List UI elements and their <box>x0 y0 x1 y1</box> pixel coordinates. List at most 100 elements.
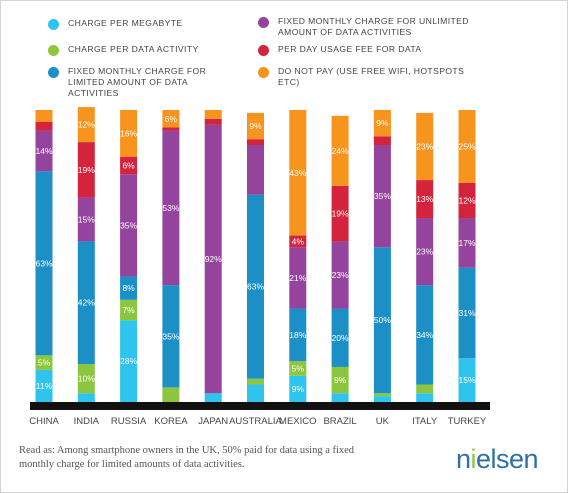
bar-segment-italy-fixed-unlimited <box>416 218 434 286</box>
data-label: 21% <box>289 273 306 283</box>
bar-segment-mexico-charge-per-data-activity <box>289 361 307 376</box>
x-tick-label: BRAZIL <box>323 416 356 427</box>
x-tick-label: AUSTRALIA <box>229 416 282 427</box>
bar-segment-turkey-fixed-unlimited <box>458 218 476 268</box>
bar-segment-italy-charge-per-megabyte <box>416 393 434 402</box>
data-label: 23% <box>332 270 349 280</box>
data-label: 18% <box>289 330 306 340</box>
bar-segment-uk-fixed-unlimited <box>373 145 391 248</box>
legend-swatch <box>258 17 269 28</box>
data-label: 11% <box>36 381 53 391</box>
bar-segment-korea-per-day-fee <box>162 127 180 131</box>
bar-segment-china-do-not-pay <box>35 110 53 122</box>
bar-segment-china-fixed-unlimited <box>35 130 53 172</box>
legend-swatch <box>258 45 269 56</box>
bar-segment-italy-charge-per-data-activity <box>416 384 434 394</box>
bar-segment-australia-charge-per-megabyte <box>247 384 264 402</box>
data-label: 43% <box>289 168 306 178</box>
bar-segment-brazil-per-day-fee <box>331 185 349 242</box>
bar-segment-australia-per-day-fee <box>247 139 264 146</box>
bar-segment-russia-fixed-unlimited <box>120 174 138 277</box>
data-label: 23% <box>416 142 433 152</box>
bar-segment-uk-per-day-fee <box>373 136 391 146</box>
bar-segment-brazil-fixed-unlimited <box>331 241 349 309</box>
data-label: 25% <box>458 142 475 152</box>
legend-item-fixed-limited: FIXED MONTHLY CHARGE FOR LIMITED AMOUNT … <box>48 66 223 99</box>
legend-swatch <box>48 19 59 30</box>
bar-segment-russia-charge-per-data-activity <box>120 299 138 321</box>
bar-segment-russia-charge-per-megabyte <box>120 320 138 402</box>
bar-segment-china-charge-per-megabyte <box>35 369 53 402</box>
bar-segment-uk-charge-per-data-activity <box>373 393 391 397</box>
legend-swatch <box>258 67 269 78</box>
data-label: 92% <box>205 254 222 264</box>
bar-segment-india-do-not-pay <box>77 107 95 143</box>
data-label: 19% <box>78 165 95 175</box>
bar-segment-italy-fixed-limited <box>416 285 434 385</box>
data-label: 5% <box>38 358 51 368</box>
bar-segment-mexico-fixed-unlimited <box>289 247 307 309</box>
bar-segment-brazil-charge-per-megabyte <box>331 393 349 402</box>
data-label: 50% <box>374 315 391 325</box>
data-label: 35% <box>120 220 137 230</box>
data-label: 34% <box>416 330 433 340</box>
bar-segment-uk-do-not-pay <box>373 110 391 137</box>
x-tick-label: CHINA <box>29 416 59 427</box>
bar-segment-australia-fixed-unlimited <box>247 145 264 195</box>
x-tick-label: INDIA <box>74 416 100 427</box>
bar-segment-turkey-per-day-fee <box>458 183 476 219</box>
bar-segment-korea-charge-per-data-activity <box>162 387 180 402</box>
bar-segment-brazil-do-not-pay <box>331 115 349 186</box>
bar-segment-italy-per-day-fee <box>416 180 434 219</box>
bar-segment-australia-charge-per-data-activity <box>247 378 264 385</box>
data-label: 5% <box>292 363 305 373</box>
data-label: 7% <box>122 305 135 315</box>
bar-segment-turkey-do-not-pay <box>458 110 476 183</box>
bar-segment-turkey-charge-per-megabyte <box>458 358 476 402</box>
legend-item-do-not-pay: DO NOT PAY (USE FREE WIFI, HOTSPOTS ETC) <box>258 66 473 88</box>
bar-segment-uk-fixed-limited <box>373 247 391 394</box>
x-tick-label: RUSSIA <box>111 416 147 427</box>
bar-segment-china-per-day-fee <box>35 121 53 131</box>
x-tick-label: UK <box>376 416 390 427</box>
bar-segment-turkey-fixed-limited <box>458 267 476 359</box>
bar-segment-russia-do-not-pay <box>120 110 138 157</box>
legend-item-charge-per-megabyte: CHARGE PER MEGABYTE <box>48 18 223 30</box>
x-tick-label: TURKEY <box>448 416 487 427</box>
bar-segment-mexico-do-not-pay <box>289 110 307 236</box>
bar-segment-mexico-per-day-fee <box>289 235 307 248</box>
data-label: 9% <box>292 384 305 394</box>
data-label: 9% <box>376 118 389 128</box>
data-label: 63% <box>247 282 264 292</box>
data-label: 20% <box>332 333 349 343</box>
data-label: 63% <box>35 258 52 268</box>
x-tick-label: ITALY <box>412 416 438 427</box>
bar-segment-japan-charge-per-megabyte <box>204 393 222 402</box>
bar-segment-brazil-charge-per-data-activity <box>331 366 349 394</box>
bar-segment-china-charge-per-data-activity <box>35 355 53 370</box>
legend-item-fixed-unlimited: FIXED MONTHLY CHARGE FOR UNLIMITED AMOUN… <box>258 16 473 38</box>
bar-segment-china-fixed-limited <box>35 171 53 356</box>
bar-segment-india-fixed-limited <box>77 241 95 365</box>
bar-segment-russia-per-day-fee <box>120 156 138 175</box>
bar-segment-mexico-charge-per-megabyte <box>289 375 307 402</box>
legend-item-charge-per-data-activity: CHARGE PER DATA ACTIVITY <box>48 44 223 56</box>
legend-swatch <box>48 67 59 78</box>
bar-segment-korea-fixed-unlimited <box>162 130 180 286</box>
data-label: 9% <box>334 375 347 385</box>
data-label: 35% <box>374 191 391 201</box>
nielsen-logo: nielsen <box>456 444 539 475</box>
data-label: 17% <box>458 238 475 248</box>
data-label: 16% <box>120 128 137 138</box>
data-label: 12% <box>458 196 475 206</box>
bar-segment-india-charge-per-megabyte <box>77 393 95 402</box>
logo-part-3: elsen <box>476 444 539 474</box>
data-label: 31% <box>458 308 475 318</box>
data-label: 19% <box>332 209 349 219</box>
bar-segment-korea-do-not-pay <box>162 110 180 128</box>
bar-segment-mexico-fixed-limited <box>289 308 307 362</box>
logo-part-1: n <box>456 444 471 474</box>
legend-label: FIXED MONTHLY CHARGE FOR LIMITED AMOUNT … <box>68 66 207 98</box>
data-label: 42% <box>78 298 95 308</box>
